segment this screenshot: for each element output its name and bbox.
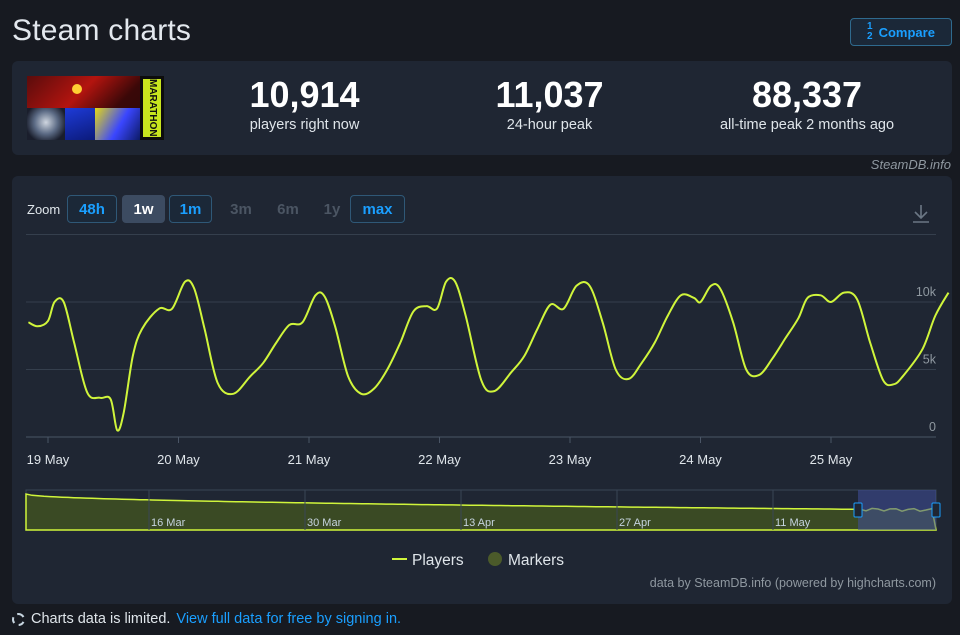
navigator: 16 Mar 30 Mar 13 Apr 27 Apr 11 May: [25, 489, 941, 531]
navigator-tick-label: 13 Apr: [463, 517, 495, 529]
legend: Players Markers: [392, 552, 564, 569]
y-tick-label: 5k: [923, 353, 937, 367]
loading-icon: [12, 612, 25, 626]
navigator-tick-layer: 16 Mar 30 Mar 13 Apr 27 Apr 11 May: [148, 490, 811, 530]
grid-layer: [26, 234, 936, 438]
x-tick-label: 21 May: [288, 452, 331, 467]
page-title: Steam charts: [12, 14, 192, 47]
zoom-1w-button[interactable]: 1w: [122, 195, 165, 223]
zoom-3m-button: 3m: [230, 200, 252, 218]
footer-text: Charts data is limited.: [31, 611, 171, 627]
art-logo-strip: MARATHON: [140, 76, 164, 140]
legend-players-label: Players: [412, 552, 464, 569]
art-yellow: [95, 108, 140, 140]
legend-markers-label: Markers: [508, 552, 564, 569]
art-mid: [65, 108, 95, 140]
players-series-line: [27, 276, 950, 432]
stat-24h-peak: 11,037 24-hour peak: [457, 74, 642, 134]
download-icon[interactable]: [909, 202, 933, 226]
stat-value: 10,914: [249, 74, 360, 115]
legend-markers-swatch: [488, 552, 502, 566]
x-tick-label: 24 May: [679, 452, 722, 467]
stat-label: 24-hour peak: [506, 117, 593, 133]
compare-label: Compare: [878, 24, 935, 40]
y-tick-label: 10k: [916, 285, 937, 299]
footer-note: Charts data is limited. View full data f…: [12, 611, 401, 627]
y-tick-layer: 0 5k 10k: [916, 285, 937, 434]
game-logo-text: MARATHON: [143, 79, 161, 137]
navigator-tick-label: 27 Apr: [619, 517, 651, 529]
game-capsule-image[interactable]: MARATHON: [27, 76, 164, 140]
stat-value: 11,037: [495, 74, 604, 115]
zoom-max-button[interactable]: max: [350, 195, 405, 223]
zoom-6m-button: 6m: [277, 200, 299, 218]
chart-credit: data by SteamDB.info (powered by highcha…: [650, 576, 936, 590]
art-face: [27, 108, 65, 140]
navigator-handle-left: [853, 502, 863, 518]
chart-card: Zoom 48h 1w 1m 3m 6m 1y max 0 5k 10k 19 May 20 Ma…: [12, 176, 952, 604]
zoom-48h-button[interactable]: 48h: [67, 195, 117, 223]
stat-label: players right now: [249, 117, 360, 133]
art-sun: [72, 84, 82, 94]
zoom-label: Zoom: [27, 202, 61, 217]
navigator-tick-label: 30 Mar: [307, 517, 342, 529]
x-tick-layer: 19 May 20 May 21 May 22 May 23 May 24 May 25 M…: [27, 437, 853, 467]
stat-value: 88,337: [751, 74, 863, 115]
x-tick-label: 25 May: [810, 452, 853, 467]
zoom-1m-button[interactable]: 1m: [169, 195, 212, 223]
x-tick-label: 20 May: [157, 452, 200, 467]
navigator-handle-right: [931, 502, 941, 518]
zoom-1y-button: 1y: [323, 200, 341, 218]
x-tick-label: 23 May: [549, 452, 592, 467]
stats-card: MARATHON 10,914 players right now 11,037…: [12, 61, 952, 155]
x-tick-label: 19 May: [27, 452, 70, 467]
steamdb-credit[interactable]: SteamDB.info: [870, 157, 951, 172]
x-tick-label: 22 May: [418, 452, 461, 467]
y-tick-label: 0: [929, 420, 936, 434]
stat-label: all-time peak 2 months ago: [719, 117, 895, 133]
navigator-area: [25, 493, 937, 531]
stat-all-time-peak: 88,337 all-time peak 2 months ago: [702, 74, 912, 134]
navigator-tick-label: 11 May: [775, 517, 811, 529]
player-chart[interactable]: 0 5k 10k 19 May 20 May 21 May 22 May 23 May 24 …: [12, 176, 952, 604]
sign-in-link[interactable]: View full data for free by signing in.: [176, 611, 402, 627]
navigator-tick-label: 16 Mar: [151, 517, 186, 529]
navigator-selection: [858, 490, 936, 530]
stat-current-players: 10,914 players right now: [212, 74, 397, 134]
